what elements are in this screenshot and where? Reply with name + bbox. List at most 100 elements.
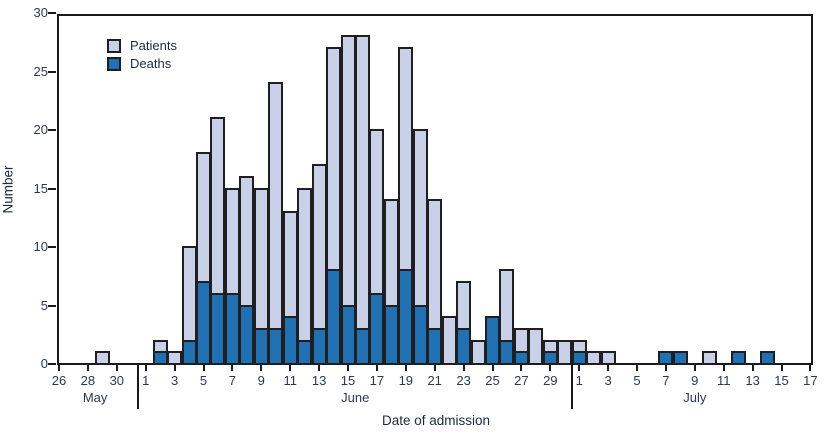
legend-row-deaths: Deaths (107, 55, 177, 72)
y-axis-tick (48, 70, 56, 73)
x-axis-tick (607, 365, 610, 371)
bar-deaths-segment (499, 339, 515, 365)
bar-deaths-segment (297, 339, 313, 365)
x-axis-tick (58, 365, 60, 371)
bar-deaths-segment (485, 316, 500, 365)
bar-deaths-segment (759, 351, 775, 365)
bar-deaths-segment (152, 351, 168, 365)
month-label: May (82, 390, 108, 405)
x-tick-label: 26 (51, 373, 67, 388)
bar-deaths-segment (239, 304, 255, 365)
x-tick-label: 13 (745, 373, 760, 388)
bar-patients-segment (297, 187, 313, 365)
bar-deaths-segment (196, 281, 211, 365)
y-tick-label: 20 (33, 122, 48, 137)
x-tick-label: 7 (228, 373, 236, 388)
y-tick-label: 30 (33, 5, 48, 20)
bar-patients-segment (557, 339, 573, 365)
x-tick-label: 15 (340, 373, 356, 388)
y-tick-label: 5 (40, 297, 48, 313)
x-tick-label: 17 (803, 373, 818, 388)
bar-deaths-segment (326, 269, 342, 365)
bar-patients-segment (701, 351, 717, 365)
legend-label-patients: Patients (130, 37, 177, 53)
x-axis-tick (751, 365, 754, 371)
x-tick-label: 28 (80, 373, 96, 388)
x-axis-tick (86, 365, 89, 371)
y-tick-label: 25 (33, 63, 48, 79)
bar-deaths-segment (268, 327, 284, 365)
x-tick-label: 23 (456, 373, 471, 388)
bar-deaths-segment (658, 351, 674, 365)
bar-deaths-segment (456, 327, 472, 365)
bar-patients-segment (268, 82, 284, 365)
bar-deaths-segment (571, 351, 587, 365)
y-tick-label: 10 (33, 239, 48, 254)
bar-deaths-segment (224, 292, 240, 365)
x-axis-tick (491, 365, 494, 371)
x-axis-tick (375, 365, 378, 371)
x-tick-label: 25 (485, 373, 500, 388)
y-axis-title: Number (0, 165, 16, 214)
y-axis-tick (48, 129, 56, 131)
bar-patients-segment (167, 351, 183, 365)
x-tick-label: 5 (633, 373, 641, 388)
y-axis-tick (48, 363, 56, 365)
x-tick-label: 17 (369, 373, 385, 388)
x-axis-tick (289, 365, 292, 371)
bar-deaths-segment (369, 292, 385, 365)
x-tick-label: 9 (257, 373, 265, 388)
x-tick-label: 27 (514, 373, 529, 388)
legend: Patients Deaths (107, 37, 177, 73)
x-axis-title: Date of admission (381, 413, 491, 428)
x-tick-label: 3 (170, 373, 179, 388)
x-axis-tick (462, 365, 465, 371)
x-axis-tick (318, 365, 321, 371)
x-axis-tick (578, 365, 581, 371)
x-tick-label: 3 (604, 373, 612, 388)
bar-patients-segment (441, 316, 457, 365)
x-tick-label: 19 (398, 373, 414, 388)
x-axis-tick (115, 365, 118, 371)
x-axis-tick (809, 365, 812, 371)
bar-patients-segment (470, 339, 486, 365)
x-tick-label: 13 (311, 373, 327, 388)
x-axis-tick (520, 365, 523, 371)
bar-deaths-segment (210, 292, 226, 365)
x-axis-tick (202, 365, 205, 371)
bar-deaths-segment (542, 351, 558, 365)
patients-swatch-icon (107, 38, 121, 53)
bar-deaths-segment (427, 327, 443, 365)
x-axis-tick (722, 365, 725, 371)
x-axis-tick (664, 365, 667, 371)
month-label: July (683, 390, 707, 405)
x-axis-tick (173, 365, 176, 371)
bar-deaths-segment (398, 269, 414, 365)
month-separator (137, 365, 140, 409)
bar-patients-segment (354, 35, 370, 365)
y-axis-tick (48, 304, 56, 307)
legend-label-deaths: Deaths (130, 55, 172, 71)
bar-patients-segment (94, 351, 110, 365)
bar-deaths-segment (354, 327, 370, 365)
y-axis-tick (48, 187, 56, 190)
x-tick-label: 11 (716, 373, 731, 388)
bar-deaths-segment (672, 351, 688, 365)
x-axis-tick (404, 365, 407, 371)
month-separator (570, 365, 573, 409)
x-axis-tick (347, 365, 349, 371)
month-label: June (341, 390, 370, 405)
x-tick-label: 9 (691, 373, 699, 388)
x-axis-tick (260, 365, 263, 371)
bar-deaths-segment (513, 351, 529, 365)
y-tick-label: 0 (40, 356, 48, 371)
bar-deaths-segment (383, 304, 399, 365)
bar-deaths-segment (730, 351, 746, 365)
legend-row-patients: Patients (107, 37, 177, 54)
x-axis-tick (780, 365, 783, 371)
y-axis-tick (48, 12, 56, 14)
deaths-swatch-icon (107, 56, 121, 71)
x-axis-tick (636, 365, 638, 371)
bar-deaths-segment (311, 327, 327, 365)
